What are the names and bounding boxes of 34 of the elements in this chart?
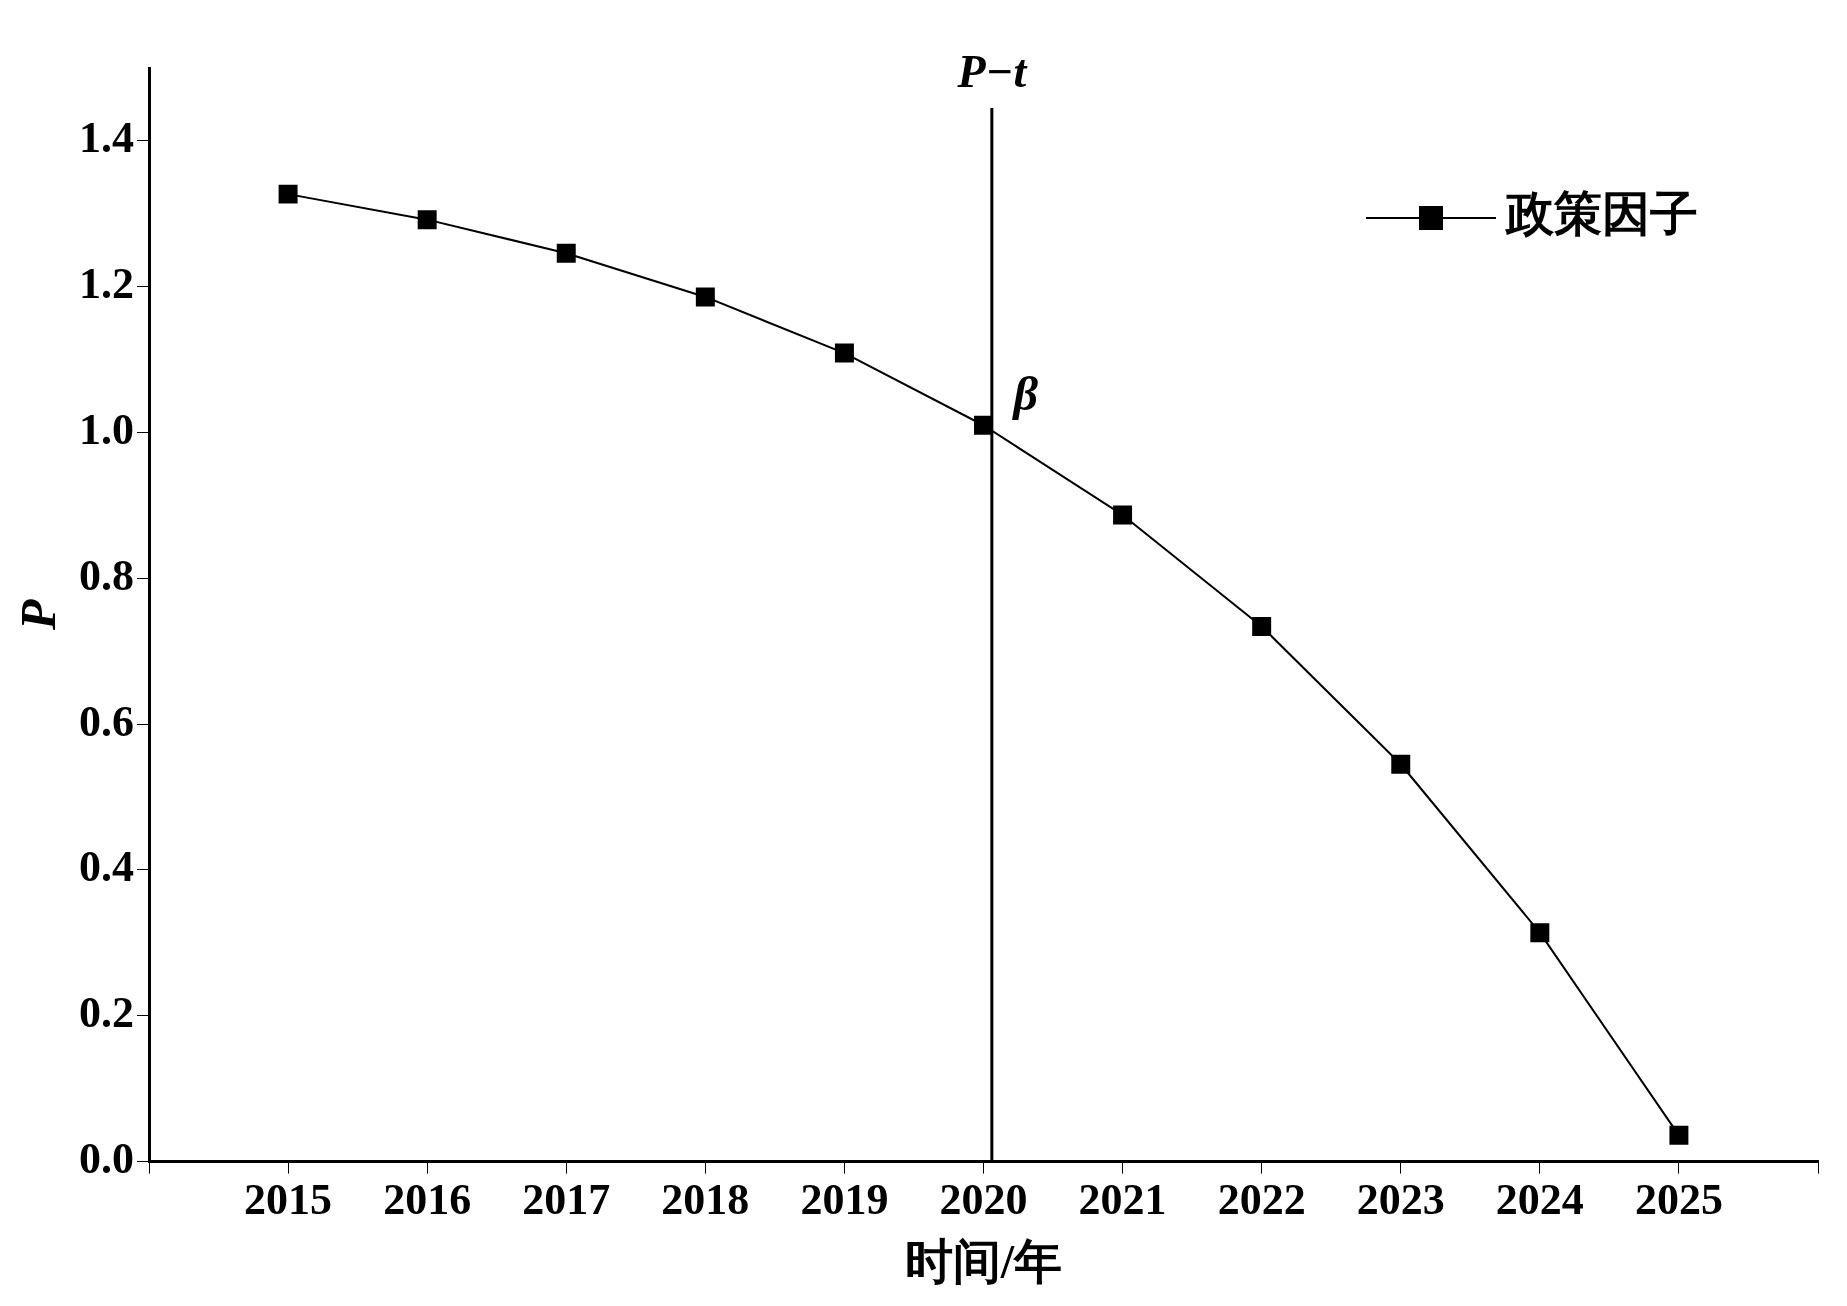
x-tick-label: 2025 — [1634, 1175, 1723, 1225]
legend-label: 政策因子 — [1504, 187, 1698, 241]
point — [556, 243, 576, 263]
x-tick-label: 2023 — [1356, 1175, 1445, 1225]
ref-line-label: P−t — [956, 45, 1028, 97]
x-tick-label: 2017 — [522, 1175, 611, 1225]
x-tick-label: 2015 — [244, 1175, 333, 1225]
x-tick-label: 2018 — [661, 1175, 750, 1225]
y-tick-label: 1.4 — [79, 113, 134, 163]
x-tick-label: 2022 — [1217, 1175, 1306, 1225]
x-tick-label: 2020 — [939, 1175, 1028, 1225]
y-tick-label: 0.4 — [79, 842, 134, 892]
y-axis-title: P — [9, 599, 66, 632]
x-tick-label: 2016 — [383, 1175, 472, 1225]
y-tick-label: 0.8 — [79, 550, 134, 600]
point — [417, 210, 437, 230]
y-tick-label: 1.2 — [79, 259, 134, 309]
point — [695, 287, 715, 307]
x-axis-title: 时间/年 — [904, 1234, 1063, 1288]
point — [1669, 1125, 1689, 1145]
y-tick-label: 0.0 — [79, 1133, 134, 1183]
x-tick-label: 2021 — [1078, 1175, 1167, 1225]
point — [1391, 754, 1411, 774]
x-tick-label: 2019 — [800, 1175, 889, 1225]
y-tick-label: 0.2 — [79, 988, 134, 1038]
x-tick-label: 2024 — [1495, 1175, 1584, 1225]
y-tick-label: 1.0 — [79, 404, 134, 454]
point — [1252, 616, 1272, 636]
point — [1530, 923, 1550, 943]
annotation: β — [1011, 366, 1039, 420]
point — [278, 184, 298, 204]
point — [1113, 505, 1133, 525]
point — [834, 343, 854, 363]
y-tick-label: 0.6 — [79, 696, 134, 746]
